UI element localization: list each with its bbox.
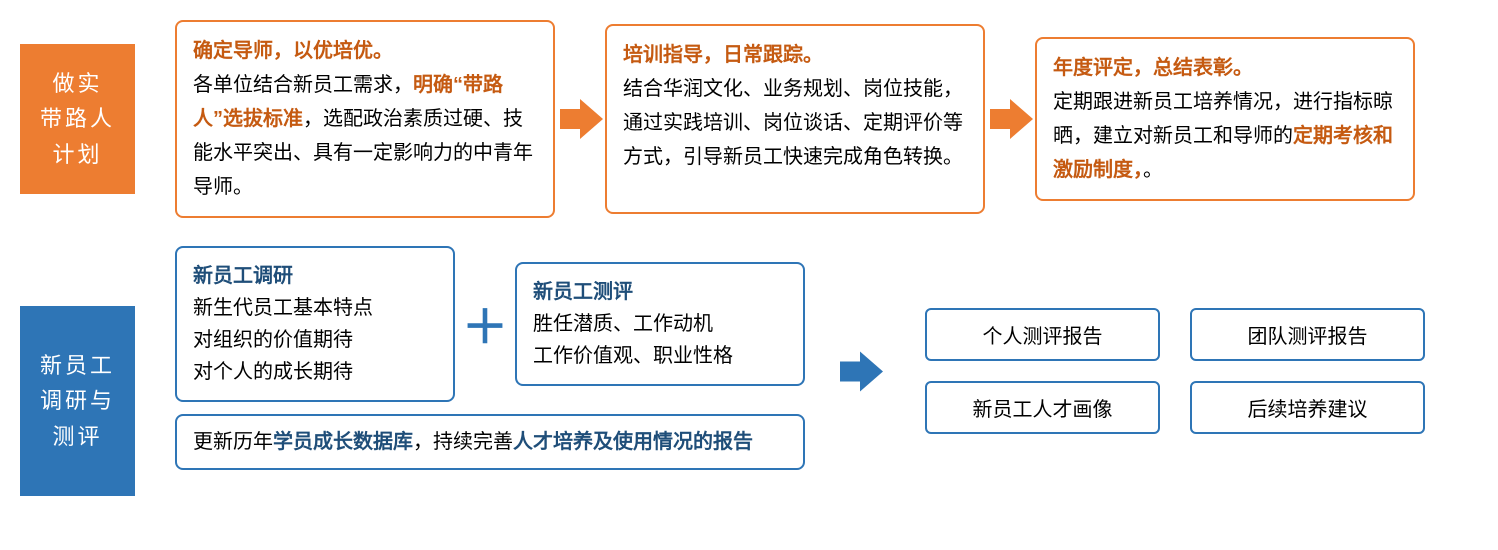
assess-l1: 胜任潜质、工作动机	[533, 313, 713, 335]
arrow-icon	[985, 94, 1035, 144]
survey-l1: 新生代员工基本特点	[193, 297, 373, 319]
output-talent-profile: 新员工人才画像	[925, 381, 1160, 434]
database-card: 更新历年学员成长数据库，持续完善人才培养及使用情况的报告	[175, 414, 805, 470]
assess-l2: 工作价值观、职业性格	[533, 345, 733, 367]
wide-pre1: 更新历年	[193, 431, 273, 453]
wide-hl2: 人才培养及使用情况的报告	[513, 431, 753, 453]
card2-body: 结合华润文化、业务规划、岗位技能，通过实践培训、岗位谈话、定期评价等方式，引导新…	[623, 78, 963, 168]
mentor-card-3: 年度评定，总结表彰。 定期跟进新员工培养情况，进行指标晾晒，建立对新员工和导师的…	[1035, 37, 1415, 201]
survey-assessment-row: 新员工 调研与 测评 新员工调研 新生代员工基本特点 对组织的价值期待 对个人的…	[20, 246, 1478, 496]
mentor-plan-row: 做实 带路人 计划 确定导师，以优培优。 各单位结合新员工需求，明确“带路人”选…	[20, 20, 1478, 218]
survey-title: 新员工调研	[193, 265, 293, 287]
card1-title: 确定导师，以优培优。	[193, 40, 393, 62]
survey-l2: 对组织的价值期待	[193, 329, 353, 351]
assess-card: 新员工测评 胜任潜质、工作动机 工作价值观、职业性格	[515, 262, 805, 386]
output-team-report: 团队测评报告	[1190, 308, 1425, 361]
assess-title: 新员工测评	[533, 281, 633, 303]
card3-title: 年度评定，总结表彰。	[1053, 57, 1253, 79]
output-personal-report: 个人测评报告	[925, 308, 1160, 361]
wide-mid: ，持续完善	[413, 431, 513, 453]
survey-card: 新员工调研 新生代员工基本特点 对组织的价值期待 对个人的成长期待	[175, 246, 455, 402]
card3-post: 。	[1143, 159, 1163, 181]
mentor-card-2: 培训指导，日常跟踪。 结合华润文化、业务规划、岗位技能，通过实践培训、岗位谈话、…	[605, 24, 985, 214]
mentor-card-1: 确定导师，以优培优。 各单位结合新员工需求，明确“带路人”选拔标准，选配政治素质…	[175, 20, 555, 218]
survey-l3: 对个人的成长期待	[193, 361, 353, 383]
card2-title: 培训指导，日常跟踪。	[623, 44, 823, 66]
plus-icon: ＋	[455, 291, 515, 357]
outputs-grid: 个人测评报告 团队测评报告 新员工人才画像 后续培养建议	[925, 308, 1425, 434]
mentor-plan-label: 做实 带路人 计划	[20, 44, 135, 194]
arrow-icon	[555, 94, 605, 144]
wide-hl1: 学员成长数据库	[273, 431, 413, 453]
survey-label: 新员工 调研与 测评	[20, 306, 135, 496]
output-training-suggestion: 后续培养建议	[1190, 381, 1425, 434]
survey-content: 新员工调研 新生代员工基本特点 对组织的价值期待 对个人的成长期待 ＋ 新员工测…	[175, 246, 805, 470]
arrow-icon	[835, 344, 885, 399]
card1-pre: 各单位结合新员工需求，	[193, 74, 413, 96]
